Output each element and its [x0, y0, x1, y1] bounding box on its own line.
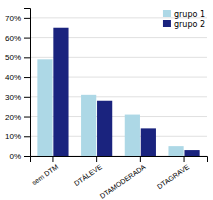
x-axis: sem DTM DTÁLEVEDTAMODERADA DTAGRAVE: [30, 156, 207, 200]
y-tick-mark: [24, 38, 30, 39]
y-tick-label: 30%: [5, 93, 21, 102]
y-tick: 60%: [5, 34, 30, 43]
y-axis-line: [24, 9, 31, 157]
y-tick-label: 20%: [5, 113, 21, 122]
y-tick-mark: [24, 57, 30, 58]
bar-series: [53, 28, 199, 156]
x-tick-label: sem DTM: [30, 163, 59, 186]
y-tick-label: 40%: [5, 73, 21, 82]
chart: 0%10%20%30%40%50%60%70%sem DTMDTÁLEVEDTA…: [0, 0, 213, 200]
y-tick: 0%: [9, 152, 30, 161]
x-tick-mark: [96, 156, 97, 162]
bar: [184, 150, 199, 156]
bar: [141, 128, 156, 156]
x-tick: sem DTM: [30, 156, 59, 186]
legend-swatch: [163, 10, 171, 17]
y-tick-label: 60%: [5, 34, 21, 43]
y-tick: 70%: [5, 14, 30, 23]
legend-swatch: [163, 20, 171, 27]
x-tick: DTAGRAVE: [156, 156, 191, 190]
legend-label: grupo 2: [174, 20, 205, 29]
y-tick: 50%: [5, 53, 30, 62]
bar: [168, 146, 183, 156]
legend-label: grupo 1: [174, 10, 205, 19]
x-tick-label: DTAMODERADA: [99, 163, 147, 200]
x-tick-mark: [184, 156, 185, 162]
y-tick-label: 70%: [5, 14, 21, 23]
y-tick: 10%: [5, 132, 30, 141]
y-tick-mark: [24, 97, 30, 98]
y-tick-mark: [24, 117, 30, 118]
y-tick-label: 0%: [9, 152, 21, 161]
legend-item: grupo 2: [163, 20, 205, 29]
x-tick-label: DTAGRAVE: [156, 163, 191, 190]
y-axis: 0% 10% 20% 30% 40% 50% 60% 70%: [5, 9, 31, 162]
y-tick: 20%: [5, 113, 30, 122]
x-tick-mark: [52, 156, 53, 162]
y-tick-mark: [24, 156, 30, 157]
plot: 0%10%20%30%40%50%60%70%sem DTMDTÁLEVEDTA…: [5, 9, 208, 200]
y-tick: 30%: [5, 93, 30, 102]
x-tick-mark: [140, 156, 141, 162]
bar: [125, 115, 140, 156]
legend-item: grupo 1: [163, 10, 205, 19]
grid: [30, 18, 207, 156]
x-tick: DTAMODERADA: [99, 156, 147, 200]
x-tick: DTÁLEVE: [72, 156, 103, 187]
x-tick-label: DTÁLEVE: [72, 162, 103, 187]
bar: [81, 95, 96, 156]
bar: [37, 59, 52, 156]
y-tick: 40%: [5, 73, 30, 82]
bar: [53, 28, 68, 156]
y-tick-mark: [24, 136, 30, 137]
y-tick-label: 10%: [5, 132, 21, 141]
x-axis-line: [31, 157, 208, 163]
bars: [37, 28, 199, 156]
y-tick-mark: [24, 18, 30, 19]
y-tick-mark: [24, 77, 30, 78]
legend: grupo 1grupo 2: [163, 10, 205, 29]
y-tick-label: 50%: [5, 53, 21, 62]
bar: [97, 101, 112, 156]
